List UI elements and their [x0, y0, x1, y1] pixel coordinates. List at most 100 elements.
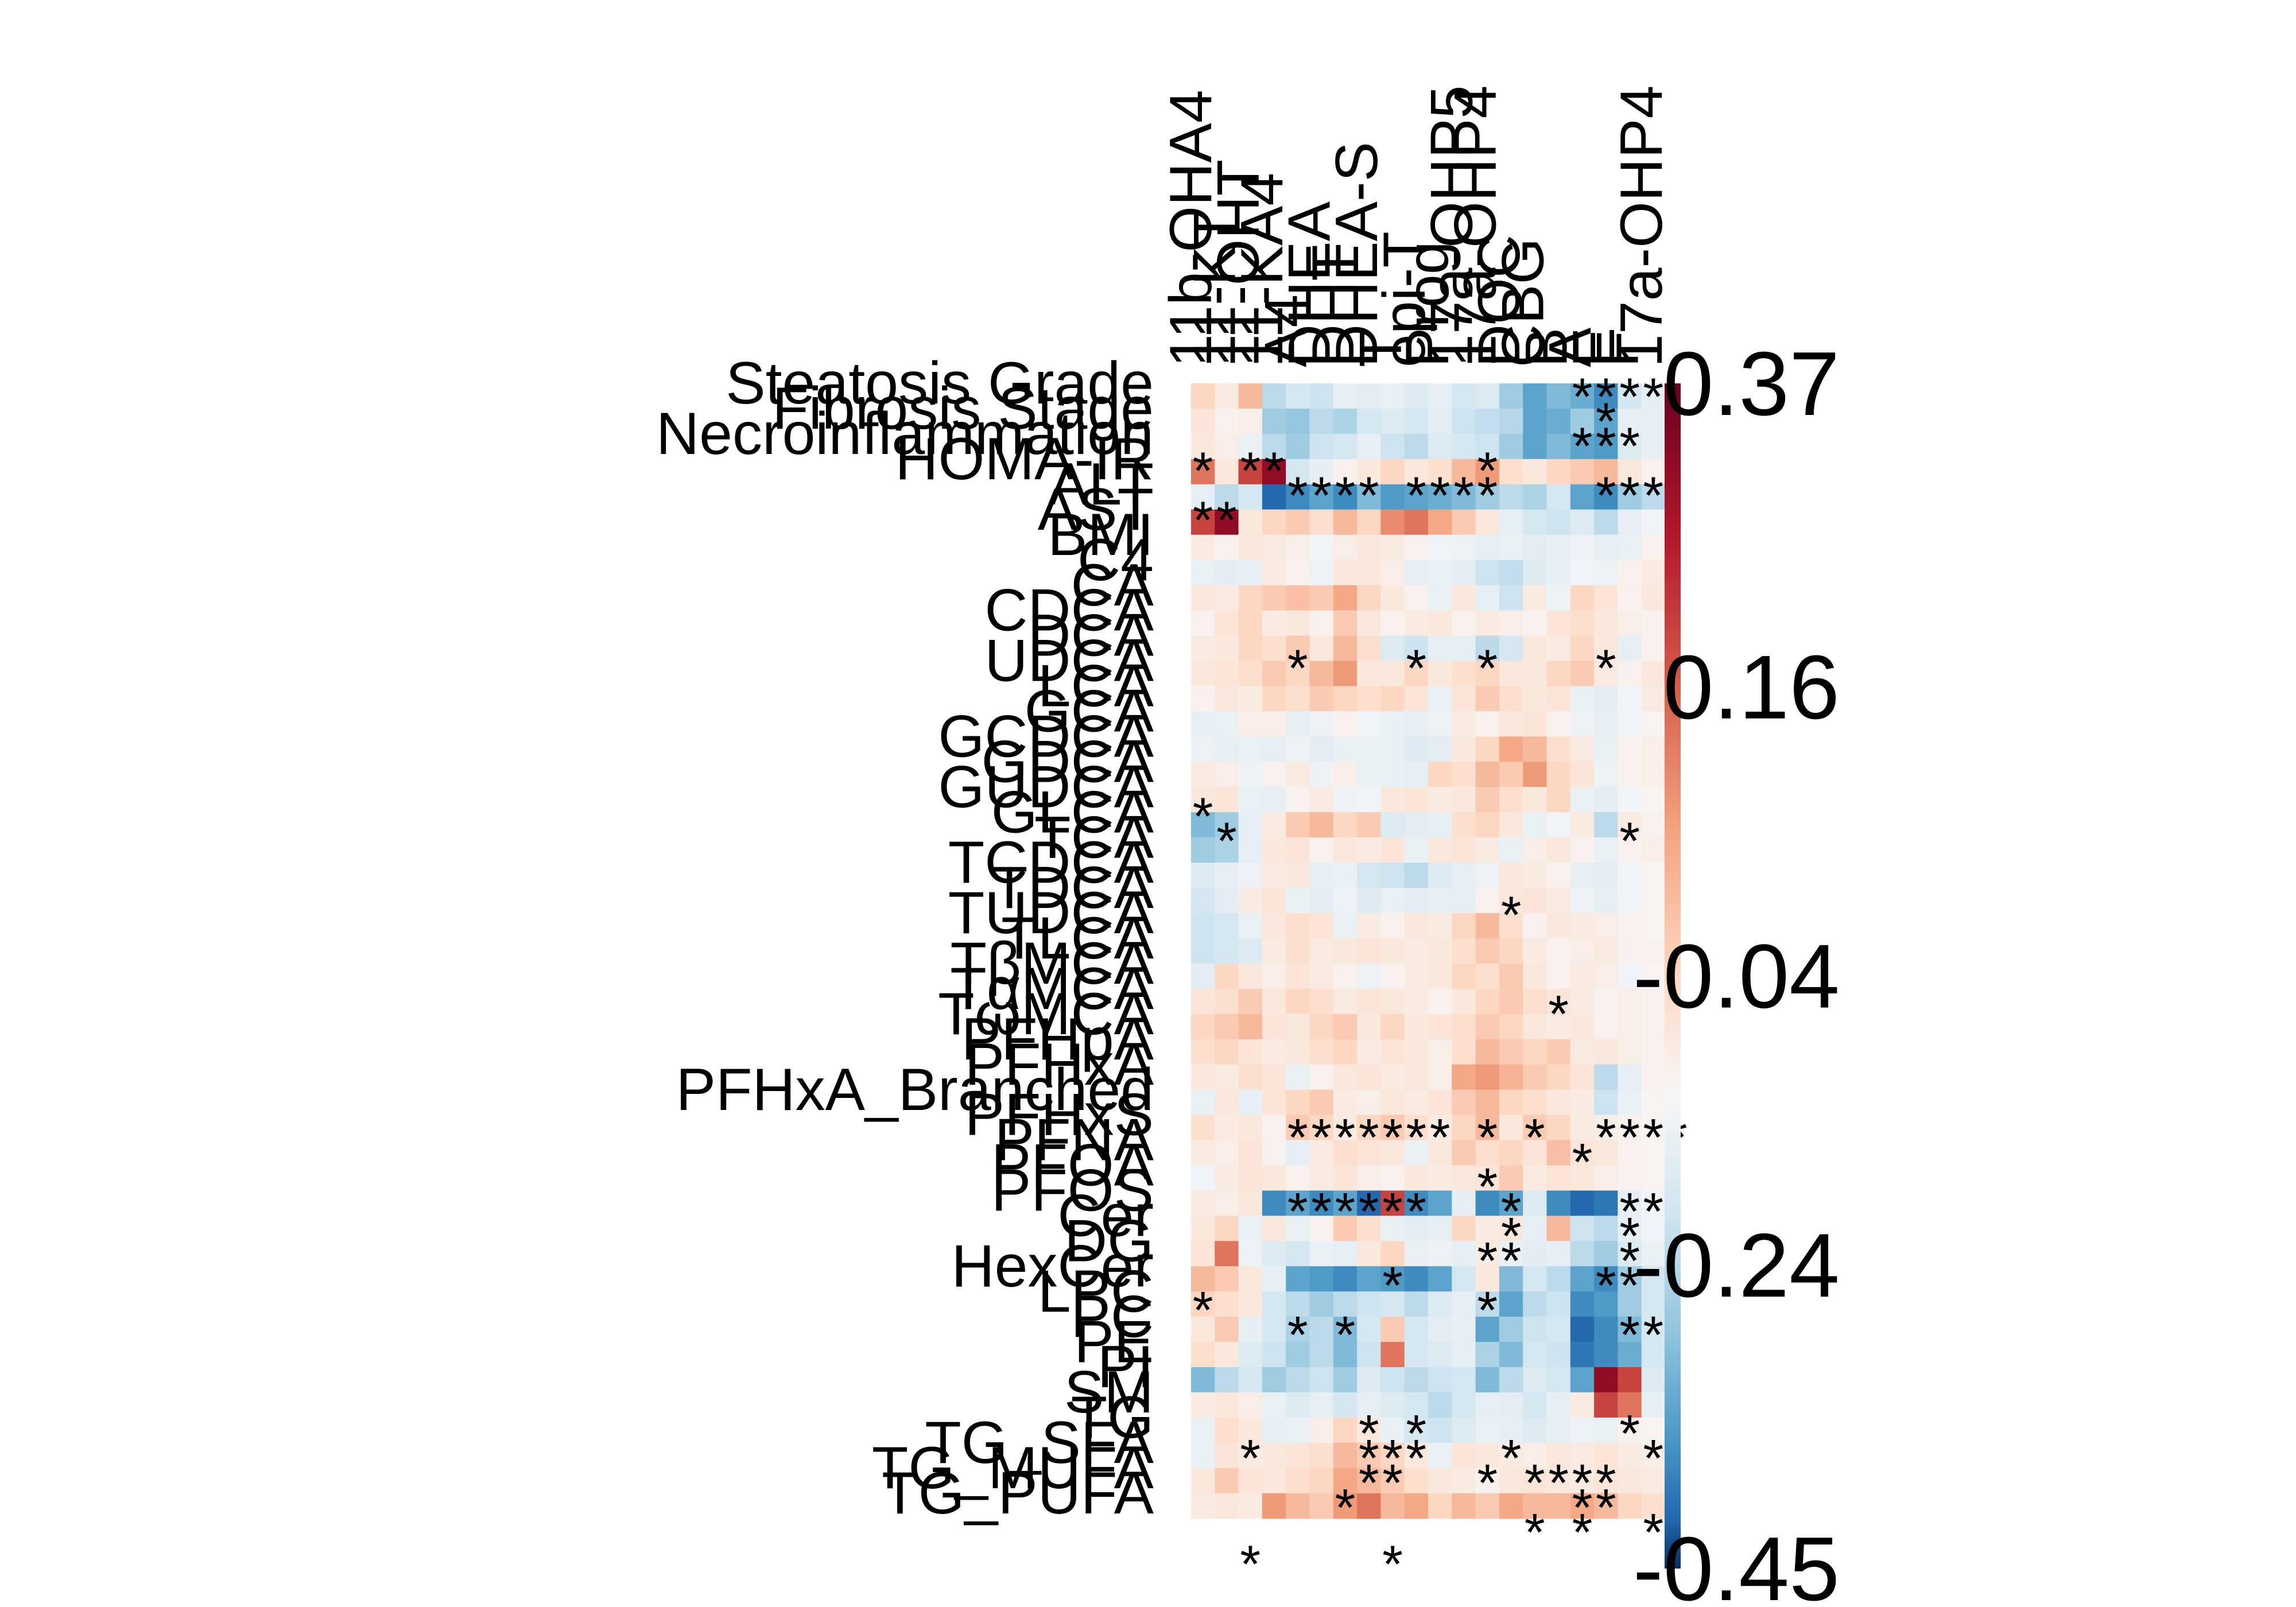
heatmap-cell: [1641, 963, 1666, 989]
heatmap-cell: [1452, 383, 1476, 409]
heatmap-cell: [1380, 1039, 1405, 1065]
heatmap-cell: [1404, 1039, 1429, 1065]
heatmap-cell: [1262, 863, 1286, 888]
row-label: PFOA: [991, 1132, 1154, 1199]
heatmap-cell: [1238, 408, 1263, 434]
heatmap-cell: [1191, 1392, 1215, 1418]
heatmap-cell: [1475, 863, 1500, 888]
heatmap-cell: [1452, 711, 1476, 737]
significance-star: *: [1477, 639, 1498, 698]
significance-star: *: [1619, 368, 1640, 426]
significance-star: *: [1382, 1454, 1403, 1513]
heatmap-cell: [1499, 635, 1523, 662]
heatmap-cell: [1380, 1014, 1405, 1040]
heatmap-cell: [1380, 1291, 1405, 1317]
heatmap-cell: [1523, 408, 1548, 434]
significance-star: *: [1619, 1182, 1640, 1241]
heatmap-cell: [1641, 610, 1666, 636]
heatmap-cell: [1333, 585, 1358, 611]
heatmap-cell: [1262, 1140, 1286, 1166]
row-label: GCDCA: [938, 704, 1154, 770]
heatmap-cell: [1215, 1064, 1239, 1090]
column-label: 11-KA4: [1229, 173, 1296, 367]
heatmap-cell: [1357, 1014, 1381, 1040]
heatmap-cell: [1594, 1317, 1618, 1342]
heatmap-cell: [1357, 661, 1381, 686]
significance-star: *: [1240, 442, 1261, 500]
significance-star: *: [1453, 467, 1474, 525]
heatmap-cell: [1594, 938, 1618, 964]
color-legend: 0.37 0.16 -0.04 -0.24 -0.45: [1633, 333, 1840, 1607]
heatmap-cell: [1428, 711, 1452, 737]
heatmap-cell: [1475, 1493, 1500, 1519]
row-label: CA: [1071, 552, 1154, 619]
heatmap-cell: [1475, 484, 1500, 510]
heatmap-cell: [1238, 888, 1263, 914]
heatmap-cell: [1546, 1064, 1571, 1090]
heatmap-cell: [1594, 1392, 1618, 1418]
heatmap-cell: [1262, 787, 1286, 813]
heatmap-cell: [1380, 837, 1405, 863]
heatmap-cell: [1475, 509, 1500, 535]
heatmap-cell: [1262, 812, 1286, 838]
heatmap-cell: [1428, 888, 1452, 914]
heatmap-cell: [1215, 812, 1239, 838]
heatmap-cell: [1215, 408, 1239, 434]
heatmap-cell: [1546, 408, 1571, 434]
heatmap-cell: [1570, 534, 1595, 561]
heatmap-cell: [1523, 1140, 1548, 1166]
column-label: Prog: [1395, 241, 1461, 367]
heatmap-cell: [1333, 963, 1358, 989]
significance-star: *: [1619, 1256, 1640, 1315]
heatmap-cell: [1286, 787, 1310, 813]
heatmap-cell: [1215, 736, 1239, 762]
heatmap-cell: [1262, 762, 1286, 787]
heatmap-cell: [1641, 1190, 1666, 1216]
significance-star: *: [1240, 1430, 1261, 1488]
heatmap-cell: [1618, 1392, 1642, 1418]
heatmap-cell: [1215, 1266, 1239, 1292]
heatmap-cell: [1262, 1367, 1286, 1393]
heatmap-cell: [1523, 863, 1548, 888]
heatmap-cell: [1428, 837, 1452, 863]
heatmap-cell: [1618, 812, 1642, 838]
heatmap-cell: [1428, 913, 1452, 939]
heatmap-cell: [1428, 1367, 1452, 1393]
heatmap-cell: [1523, 686, 1548, 712]
heatmap-cell: [1523, 762, 1548, 787]
heatmap-cell: [1333, 1039, 1358, 1065]
heatmap-cell: [1309, 1115, 1334, 1141]
significance-star: *: [1643, 1306, 1663, 1364]
significance-star: *: [1596, 368, 1616, 426]
heatmap-cell: [1404, 711, 1429, 737]
heatmap-cell: [1475, 661, 1500, 686]
heatmap-cell: [1452, 1468, 1476, 1494]
heatmap-cell: [1191, 1266, 1215, 1292]
heatmap-cell: [1523, 433, 1548, 460]
heatmap-cell: [1380, 1241, 1405, 1267]
heatmap-cell: [1570, 1165, 1595, 1191]
heatmap-cell: [1357, 1468, 1381, 1494]
heatmap-cell: [1546, 1089, 1571, 1116]
heatmap-cell: [1286, 635, 1310, 662]
heatmap-cell: [1262, 888, 1286, 914]
significance-star: *: [1596, 1479, 1616, 1538]
heatmap-cell: [1238, 1089, 1263, 1116]
heatmap-cell: [1546, 1216, 1571, 1241]
heatmap-cell: [1404, 1342, 1429, 1368]
heatmap-cell: [1191, 484, 1215, 510]
significance-star: *: [1287, 1306, 1308, 1364]
heatmap-cell: [1357, 1064, 1381, 1090]
heatmap-cell: [1475, 1216, 1500, 1241]
heatmap-cell: [1428, 408, 1452, 434]
heatmap-cell: [1594, 1216, 1618, 1241]
heatmap-cell: [1452, 1190, 1476, 1216]
heatmap-cell: [1286, 1014, 1310, 1040]
heatmap-cell: [1475, 1241, 1500, 1267]
row-label: BMI: [1048, 502, 1154, 568]
heatmap-cell: [1357, 610, 1381, 636]
heatmap-cell: [1286, 988, 1310, 1015]
heatmap-cell: [1238, 686, 1263, 712]
significance-star: *: [1359, 1405, 1379, 1464]
heatmap-cell: [1618, 383, 1642, 409]
